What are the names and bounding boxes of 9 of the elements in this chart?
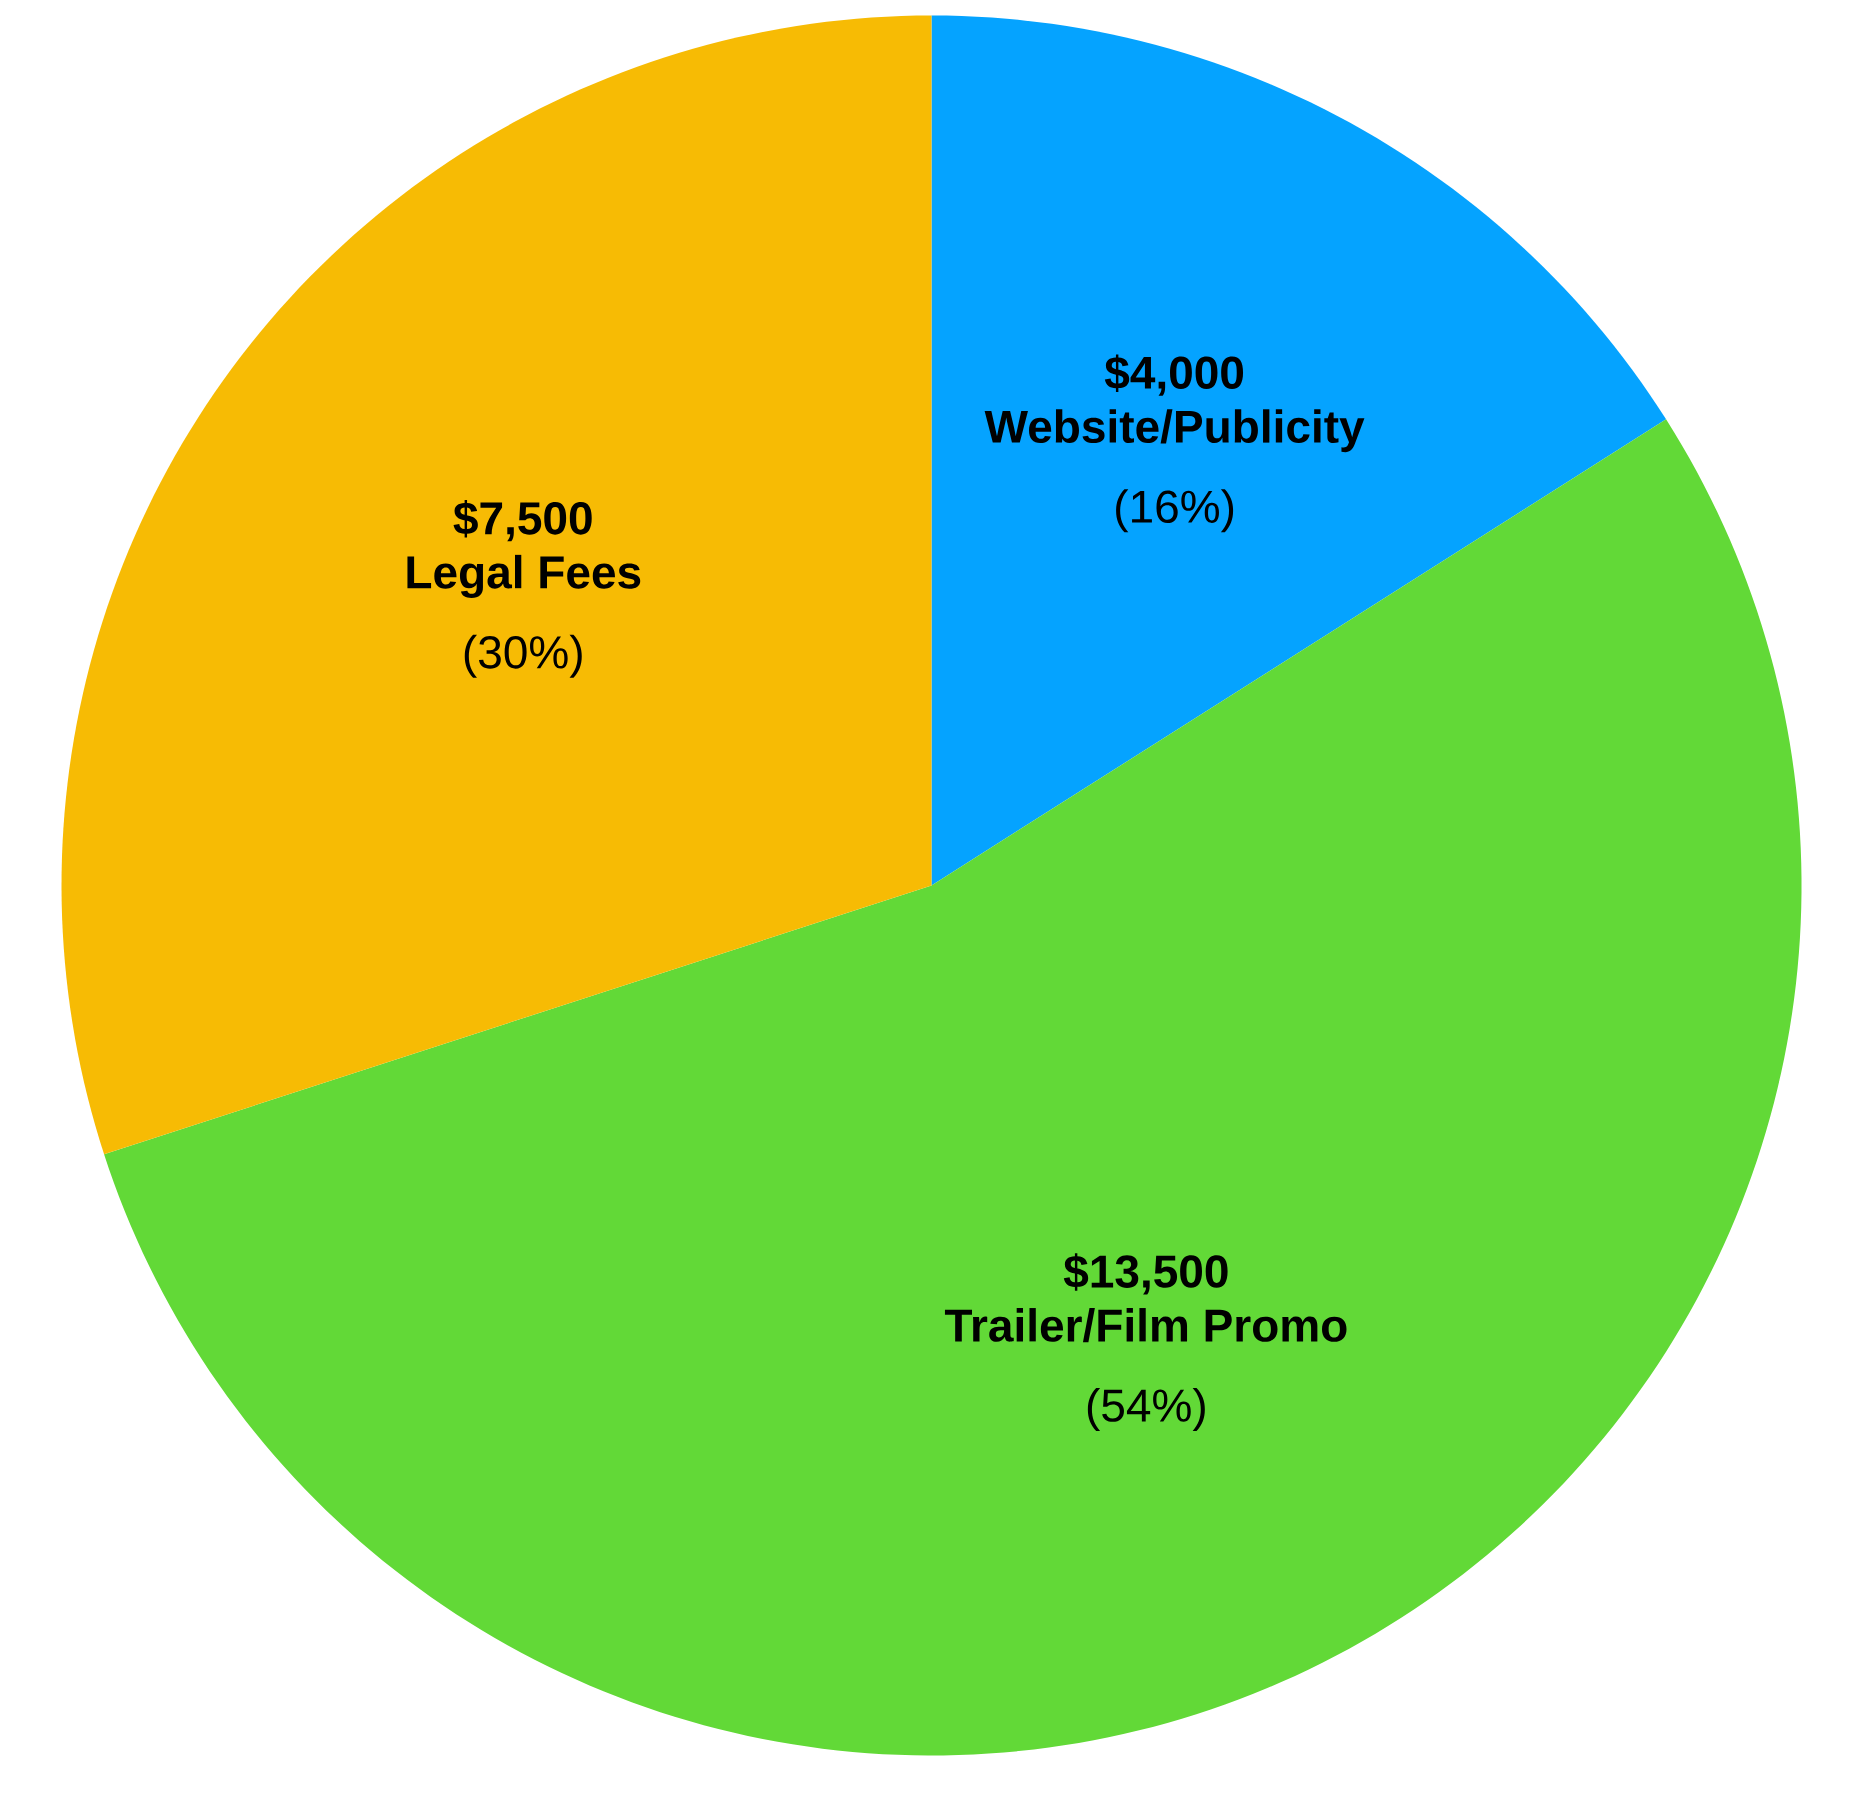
data-label: $7,500 [453,500,592,542]
data-label: $13,500 [1063,1253,1228,1295]
slice-label: Trailer/Film Promo [944,1308,1347,1343]
data-label: $4,000 [1104,354,1244,396]
text: (16%) [1116,489,1234,533]
text: (30%) [464,634,582,678]
slice-label: Website/Publicity [984,409,1365,453]
slice-label: Legal Fees [407,554,641,598]
text: (54%) [1087,1388,1205,1431]
